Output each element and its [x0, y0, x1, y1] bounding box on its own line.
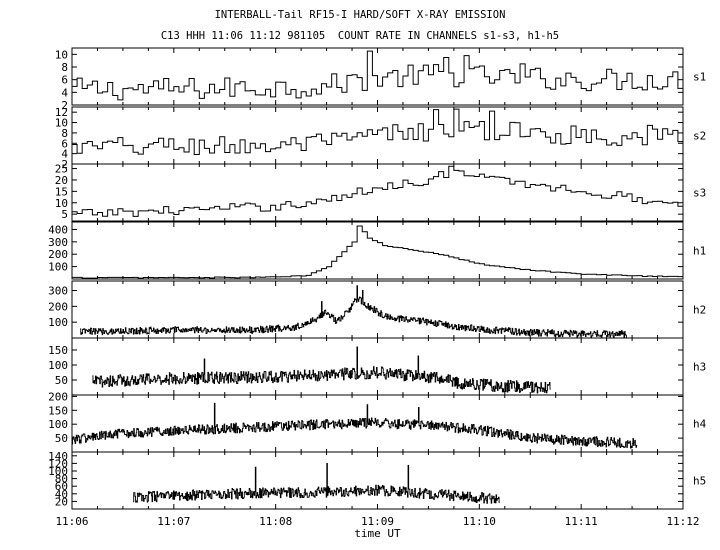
series-line-h2	[80, 285, 627, 338]
ytick-label-h5: 60	[55, 480, 68, 493]
channel-label-h5: h5	[693, 475, 706, 488]
xtick-label: 11:06	[55, 515, 88, 528]
ytick-label-s1: 4	[61, 86, 68, 99]
ytick-label-s1: 10	[55, 48, 68, 61]
ytick-label-s3: 20	[55, 174, 68, 187]
ytick-label-s3: 5	[61, 208, 68, 221]
ytick-label-s2: 10	[55, 117, 68, 130]
series-line-s2	[72, 108, 683, 156]
xtick-label: 11:09	[361, 515, 394, 528]
ytick-label-s1: 8	[61, 61, 68, 74]
ytick-label-h5: 140	[48, 450, 68, 463]
channel-label-s1: s1	[693, 71, 706, 84]
xtick-label: 11:10	[463, 515, 496, 528]
panel-frame-h1	[71, 221, 684, 280]
ytick-label-h4: 150	[48, 404, 68, 417]
ytick-label-h5: 40	[55, 488, 68, 501]
ytick-label-h1: 300	[48, 236, 68, 249]
ytick-label-h2: 200	[48, 300, 68, 313]
xtick-label: 11:07	[157, 515, 190, 528]
ytick-label-s2: 12	[55, 106, 68, 119]
panel-frame-h4	[71, 394, 684, 453]
ytick-label-s2: 8	[61, 127, 68, 140]
ytick-label-h2: 300	[48, 285, 68, 298]
ytick-label-h5: 100	[48, 465, 68, 478]
ytick-label-s2: 4	[61, 148, 68, 161]
ytick-label-h1: 200	[48, 248, 68, 261]
panel-frame-h3	[71, 337, 684, 396]
ytick-label-h1: 100	[48, 261, 68, 274]
series-line-h5	[133, 462, 500, 504]
ytick-label-h1: 400	[48, 223, 68, 236]
chart-title: INTERBALL-Tail RF15-I HARD/SOFT X-RAY EM…	[214, 9, 506, 21]
series-line-s1	[72, 50, 683, 101]
xtick-label: 11:08	[259, 515, 292, 528]
series-line-s3	[72, 165, 683, 217]
ytick-label-h3: 150	[48, 344, 68, 357]
ytick-label-h3: 100	[48, 359, 68, 372]
series-line-h1	[72, 225, 683, 279]
ytick-label-s2: 2	[61, 158, 68, 171]
ytick-label-h5: 80	[55, 473, 68, 486]
channel-label-s2: s2	[693, 130, 706, 143]
ytick-label-s3: 15	[55, 185, 68, 198]
series-line-h3	[92, 346, 551, 394]
channel-label-h1: h1	[693, 245, 706, 258]
ytick-label-s1: 6	[61, 74, 68, 87]
xtick-label: 11:12	[666, 515, 699, 528]
x-axis-label: time UT	[354, 527, 401, 540]
series-line-h4	[72, 402, 638, 449]
ytick-label-h3: 50	[55, 374, 68, 387]
ytick-label-h5: 120	[48, 457, 68, 470]
chart-subtitle: C13 HHH 11:06 11:12 981105 COUNT RATE IN…	[160, 30, 560, 42]
ytick-label-s3: 10	[55, 197, 68, 210]
channel-label-h3: h3	[693, 361, 706, 374]
ytick-label-h2: 100	[48, 316, 68, 329]
ytick-label-h4: 200	[48, 390, 68, 403]
channel-label-h2: h2	[693, 304, 706, 317]
ytick-label-h5: 20	[55, 495, 68, 508]
ytick-label-s1: 2	[61, 99, 68, 112]
ytick-label-s2: 6	[61, 137, 68, 150]
xtick-label: 11:11	[565, 515, 598, 528]
ytick-label-h4: 50	[55, 432, 68, 445]
ytick-label-s3: 25	[55, 163, 68, 176]
channel-label-h4: h4	[693, 418, 707, 431]
channel-label-s3: s3	[693, 187, 706, 200]
panel-frame-h5	[71, 451, 684, 510]
ytick-label-h4: 100	[48, 418, 68, 431]
